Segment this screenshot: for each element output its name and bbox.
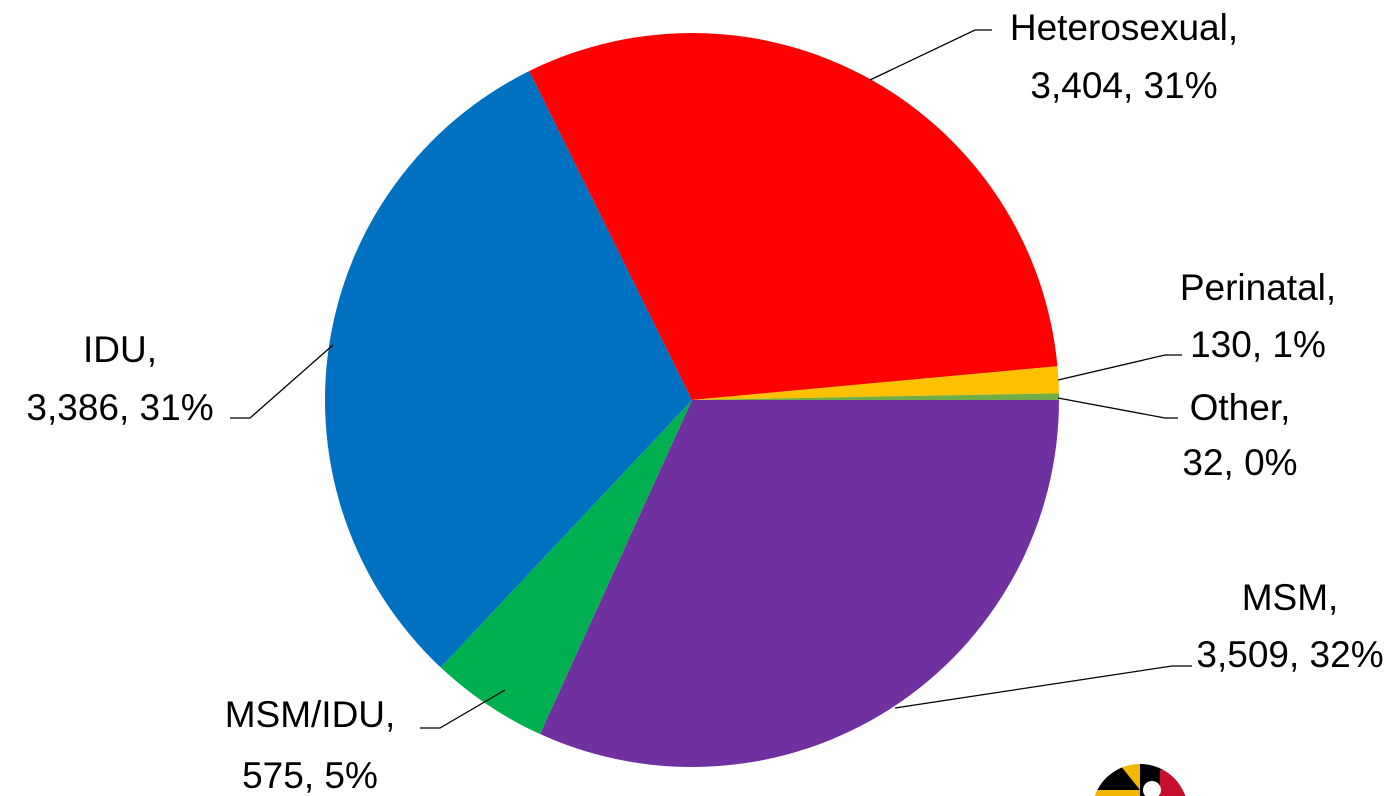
value-label: 130, 1% xyxy=(1190,324,1326,365)
leader-line xyxy=(1057,397,1178,419)
logo xyxy=(1092,764,1188,796)
leader-line xyxy=(230,344,334,419)
slice-label: Heterosexual, xyxy=(1010,7,1238,48)
pie-slice xyxy=(529,33,1058,400)
value-label: 3,386, 31% xyxy=(26,387,213,428)
slice-label: IDU, xyxy=(83,329,157,370)
pie-slice xyxy=(692,366,1059,400)
pie-slice xyxy=(692,393,1059,400)
slice-label: MSM, xyxy=(1242,577,1339,618)
slice-label: MSM/IDU, xyxy=(225,694,396,735)
pie-slice xyxy=(540,400,1059,767)
value-label: 3,509, 32% xyxy=(1196,634,1383,675)
pie xyxy=(325,33,1059,767)
leader-line xyxy=(869,29,992,81)
labels: MSM, 3,509, 32% MSM/IDU, 575, 5% IDU, 3,386, … xyxy=(26,7,1383,796)
slice-label: Other, xyxy=(1190,387,1291,428)
slice-label: Perinatal, xyxy=(1180,267,1336,308)
leader-line xyxy=(1057,354,1182,381)
value-label: 32, 0% xyxy=(1182,442,1297,483)
pie-slice xyxy=(440,400,692,735)
value-label: 575, 5% xyxy=(242,755,378,796)
leader-line xyxy=(894,665,1192,709)
pie-slice xyxy=(325,71,692,668)
leader-line xyxy=(420,689,506,729)
value-label: 3,404, 31% xyxy=(1030,65,1217,106)
